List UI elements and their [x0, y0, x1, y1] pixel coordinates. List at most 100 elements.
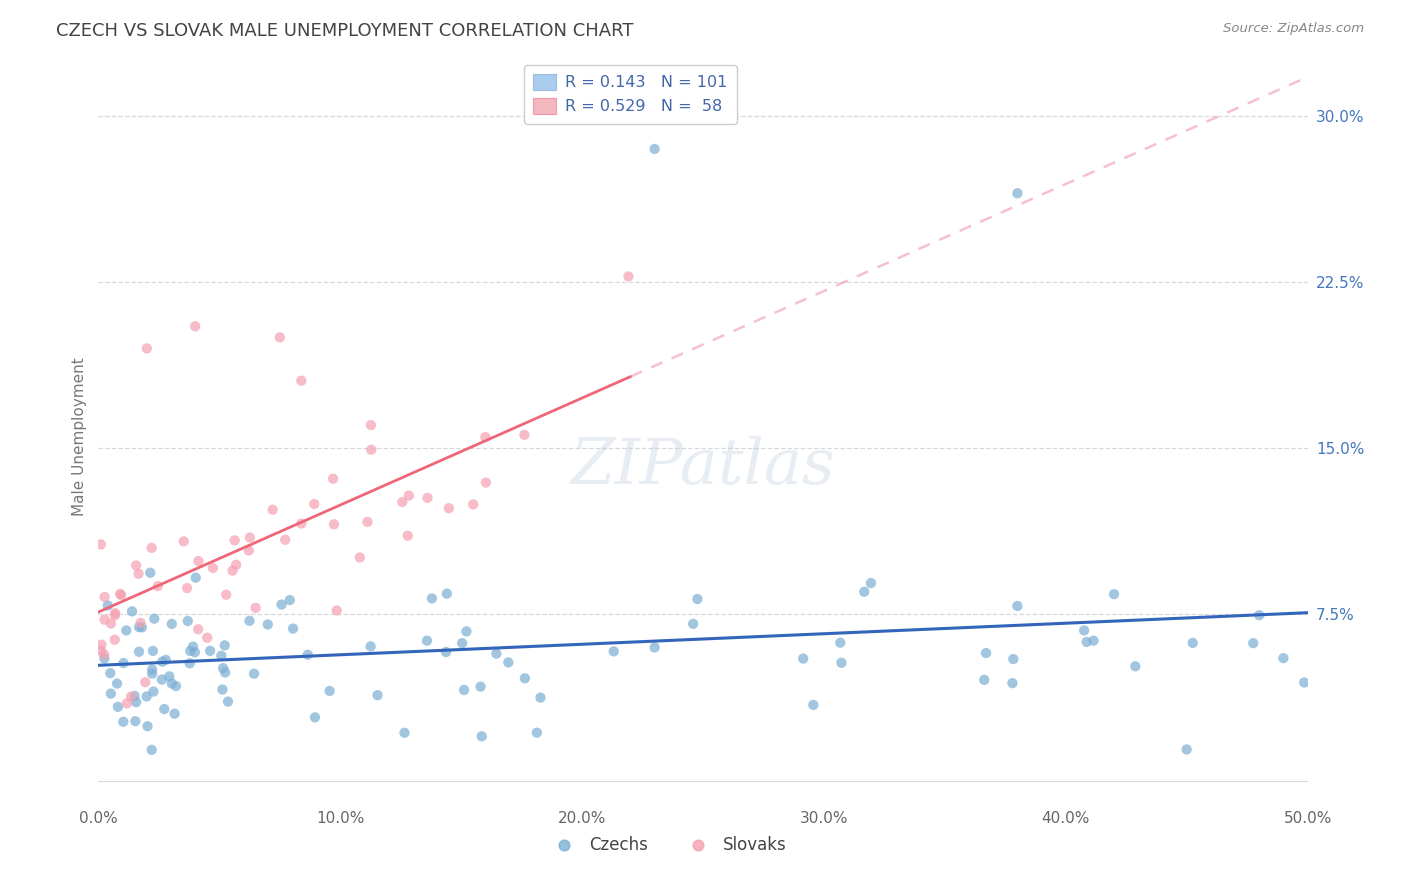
Point: [100, 687, 122, 701]
Point: [146, 579, 169, 593]
Point: [104, 608, 127, 623]
Point: [463, 498, 485, 512]
Point: [349, 550, 371, 565]
Point: [104, 606, 127, 620]
Point: [155, 653, 177, 667]
Point: [356, 515, 378, 529]
Point: [262, 502, 284, 516]
Point: [90, 643, 112, 657]
Point: [150, 655, 173, 669]
Point: [110, 588, 132, 602]
Point: [214, 665, 236, 680]
Point: [243, 666, 266, 681]
Point: [239, 531, 262, 545]
Point: [1294, 675, 1316, 690]
Point: [644, 142, 666, 156]
Point: [304, 710, 326, 724]
Point: [602, 644, 624, 658]
Point: [141, 666, 163, 681]
Point: [281, 622, 304, 636]
Point: [302, 497, 325, 511]
Point: [163, 706, 186, 721]
Point: [278, 593, 301, 607]
Point: [142, 644, 165, 658]
Point: [1123, 659, 1146, 673]
Point: [107, 699, 129, 714]
Point: [323, 517, 346, 532]
Point: [474, 430, 496, 444]
Point: [115, 697, 138, 711]
Point: [297, 648, 319, 662]
Point: [859, 576, 882, 591]
Point: [90, 638, 112, 652]
Point: [801, 698, 824, 712]
Point: [134, 675, 156, 690]
Legend: Czechs, Slovaks: Czechs, Slovaks: [540, 829, 793, 860]
Point: [360, 418, 382, 433]
Point: [179, 644, 201, 658]
Point: [201, 561, 224, 575]
Point: [1076, 635, 1098, 649]
Point: [436, 587, 458, 601]
Point: [225, 558, 247, 572]
Point: [214, 639, 236, 653]
Point: [398, 489, 420, 503]
Point: [1007, 186, 1029, 201]
Point: [93, 651, 115, 665]
Text: ZIPatlas: ZIPatlas: [571, 435, 835, 497]
Point: [104, 632, 127, 647]
Point: [131, 620, 153, 634]
Point: [451, 636, 474, 650]
Point: [211, 682, 233, 697]
Point: [1002, 652, 1025, 666]
Point: [1175, 742, 1198, 756]
Point: [1073, 624, 1095, 638]
Point: [93, 590, 115, 604]
Point: [470, 680, 492, 694]
Point: [105, 676, 128, 690]
Text: CZECH VS SLOVAK MALE UNEMPLOYMENT CORRELATION CHART: CZECH VS SLOVAK MALE UNEMPLOYMENT CORREL…: [56, 22, 634, 40]
Point: [129, 615, 152, 630]
Point: [142, 684, 165, 698]
Point: [456, 624, 478, 639]
Point: [212, 661, 235, 675]
Point: [177, 614, 200, 628]
Point: [322, 472, 344, 486]
Point: [124, 714, 146, 728]
Point: [184, 319, 207, 334]
Point: [141, 663, 163, 677]
Point: [325, 603, 347, 617]
Point: [97, 599, 120, 613]
Point: [290, 516, 312, 531]
Point: [100, 616, 122, 631]
Point: [135, 690, 157, 704]
Point: [318, 684, 340, 698]
Point: [434, 645, 457, 659]
Point: [973, 673, 995, 687]
Point: [157, 669, 180, 683]
Point: [195, 631, 218, 645]
Point: [176, 581, 198, 595]
Point: [290, 374, 312, 388]
Point: [513, 671, 536, 685]
Point: [128, 620, 150, 634]
Point: [974, 646, 997, 660]
Point: [274, 533, 297, 547]
Point: [112, 656, 135, 670]
Point: [853, 584, 876, 599]
Point: [209, 648, 232, 663]
Point: [139, 566, 162, 580]
Point: [150, 673, 173, 687]
Point: [187, 622, 209, 636]
Point: [367, 688, 389, 702]
Point: [391, 495, 413, 509]
Point: [529, 690, 551, 705]
Point: [184, 571, 207, 585]
Point: [1181, 636, 1204, 650]
Point: [513, 427, 536, 442]
Point: [184, 645, 207, 659]
Point: [181, 640, 204, 654]
Point: [238, 614, 260, 628]
Point: [124, 689, 146, 703]
Point: [396, 529, 419, 543]
